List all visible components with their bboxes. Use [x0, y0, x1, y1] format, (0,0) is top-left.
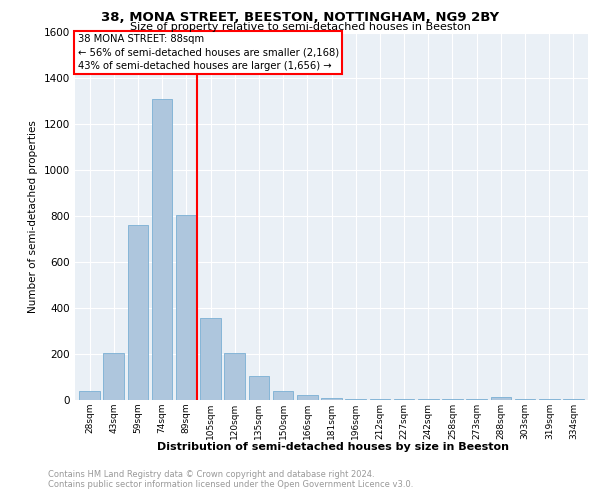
Text: Size of property relative to semi-detached houses in Beeston: Size of property relative to semi-detach… [130, 22, 470, 32]
Bar [103, 353, 124, 400]
Bar [273, 391, 293, 400]
Y-axis label: Number of semi-detached properties: Number of semi-detached properties [28, 120, 38, 312]
Bar [224, 353, 245, 400]
Bar [128, 226, 148, 400]
Bar [176, 215, 197, 400]
Bar [491, 396, 511, 400]
Bar [79, 391, 100, 400]
Text: 38, MONA STREET, BEESTON, NOTTINGHAM, NG9 2BY: 38, MONA STREET, BEESTON, NOTTINGHAM, NG… [101, 11, 499, 24]
Bar [297, 396, 317, 400]
Text: 38 MONA STREET: 88sqm
← 56% of semi-detached houses are smaller (2,168)
43% of s: 38 MONA STREET: 88sqm ← 56% of semi-deta… [77, 34, 338, 70]
Text: Distribution of semi-detached houses by size in Beeston: Distribution of semi-detached houses by … [157, 442, 509, 452]
Bar [248, 376, 269, 400]
Bar [200, 318, 221, 400]
Bar [346, 399, 366, 400]
Text: Contains HM Land Registry data © Crown copyright and database right 2024.
Contai: Contains HM Land Registry data © Crown c… [48, 470, 413, 489]
Bar [152, 99, 172, 400]
Bar [321, 398, 342, 400]
